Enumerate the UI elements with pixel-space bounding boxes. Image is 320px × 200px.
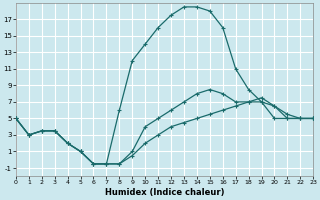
X-axis label: Humidex (Indice chaleur): Humidex (Indice chaleur) [105, 188, 224, 197]
